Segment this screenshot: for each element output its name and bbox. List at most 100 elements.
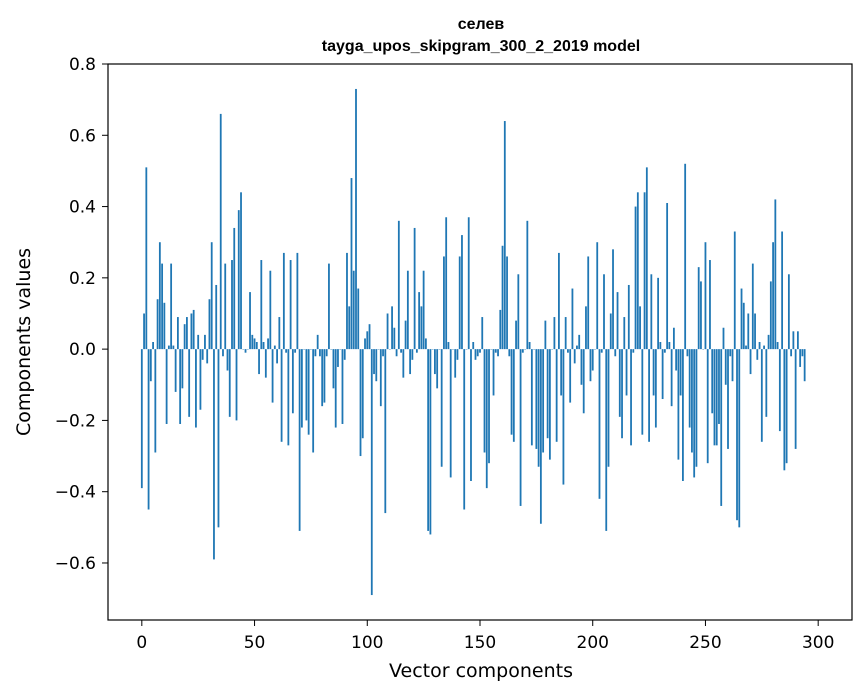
bar bbox=[542, 349, 545, 453]
bar bbox=[343, 349, 346, 360]
bar bbox=[228, 349, 231, 417]
bar bbox=[709, 260, 711, 350]
y-tick-label: 0.4 bbox=[69, 198, 96, 218]
bar bbox=[639, 306, 641, 350]
bar bbox=[370, 349, 373, 596]
x-tick-label: 300 bbox=[802, 633, 834, 653]
bar bbox=[217, 349, 220, 528]
bar bbox=[614, 349, 617, 357]
bar bbox=[763, 345, 765, 350]
bar bbox=[569, 349, 572, 403]
bar bbox=[679, 349, 682, 396]
bar bbox=[147, 349, 150, 510]
bar bbox=[503, 121, 506, 350]
bar bbox=[424, 338, 427, 350]
bar bbox=[760, 349, 763, 442]
bar bbox=[499, 309, 502, 350]
bar bbox=[738, 349, 741, 528]
bar bbox=[749, 349, 752, 375]
bar bbox=[485, 349, 488, 489]
bar bbox=[691, 349, 693, 453]
bar bbox=[210, 242, 213, 350]
x-tick-label: 100 bbox=[351, 633, 383, 653]
bar bbox=[258, 349, 260, 375]
bar bbox=[682, 349, 684, 481]
bar bbox=[285, 349, 288, 353]
bar bbox=[571, 288, 574, 350]
bar bbox=[803, 349, 806, 382]
bar bbox=[634, 206, 637, 350]
bar bbox=[280, 349, 283, 442]
bar bbox=[472, 342, 475, 350]
bar bbox=[319, 349, 321, 357]
bar bbox=[197, 334, 200, 350]
bar bbox=[715, 349, 718, 446]
bar bbox=[693, 349, 696, 478]
bar bbox=[670, 349, 673, 407]
bar bbox=[479, 349, 481, 353]
bar bbox=[616, 292, 619, 350]
bar bbox=[222, 349, 224, 357]
bar bbox=[406, 270, 409, 350]
bar bbox=[467, 217, 470, 350]
bar bbox=[447, 342, 450, 350]
bar bbox=[382, 349, 384, 357]
bar bbox=[445, 217, 448, 350]
bar bbox=[366, 331, 369, 350]
bar bbox=[183, 324, 186, 350]
bar bbox=[255, 342, 258, 350]
bar bbox=[727, 349, 729, 449]
bar bbox=[627, 284, 630, 350]
bar bbox=[276, 349, 278, 364]
bar bbox=[733, 231, 736, 350]
bar bbox=[553, 317, 556, 350]
bar bbox=[801, 349, 804, 357]
bar bbox=[201, 349, 204, 360]
bar bbox=[298, 349, 301, 531]
plot-frame bbox=[107, 63, 853, 621]
y-tick-label: 0.0 bbox=[69, 340, 96, 360]
bar bbox=[300, 349, 303, 428]
bar bbox=[582, 349, 585, 414]
bar bbox=[226, 349, 229, 371]
bar bbox=[436, 349, 439, 389]
bar bbox=[700, 281, 702, 350]
bar bbox=[645, 167, 648, 350]
bar bbox=[165, 349, 168, 424]
bar bbox=[519, 349, 522, 506]
bar bbox=[192, 309, 195, 350]
bar bbox=[515, 320, 517, 350]
bar bbox=[663, 349, 666, 353]
bar bbox=[785, 349, 788, 464]
bar bbox=[706, 349, 709, 464]
bar bbox=[632, 349, 635, 353]
bar bbox=[391, 306, 393, 350]
bar bbox=[176, 317, 179, 350]
bar bbox=[269, 270, 272, 350]
bar bbox=[244, 349, 247, 353]
bar bbox=[224, 263, 227, 350]
bar bbox=[291, 349, 294, 414]
bar bbox=[271, 349, 274, 403]
bar bbox=[145, 167, 148, 350]
bar bbox=[323, 349, 326, 403]
bar bbox=[420, 306, 423, 350]
bar bbox=[332, 349, 335, 389]
bar bbox=[573, 349, 576, 364]
bar bbox=[506, 256, 508, 350]
bar bbox=[456, 349, 459, 360]
bar bbox=[400, 349, 402, 353]
bar bbox=[508, 349, 511, 357]
bar bbox=[720, 349, 723, 506]
bar bbox=[609, 313, 612, 350]
bar bbox=[375, 349, 378, 382]
bar bbox=[237, 210, 240, 350]
bar bbox=[458, 256, 461, 350]
bar bbox=[742, 302, 745, 350]
bar bbox=[756, 349, 759, 360]
bar bbox=[517, 274, 520, 350]
bar bbox=[558, 252, 560, 350]
bar bbox=[589, 349, 592, 382]
bar bbox=[260, 260, 263, 350]
bar bbox=[794, 349, 797, 449]
